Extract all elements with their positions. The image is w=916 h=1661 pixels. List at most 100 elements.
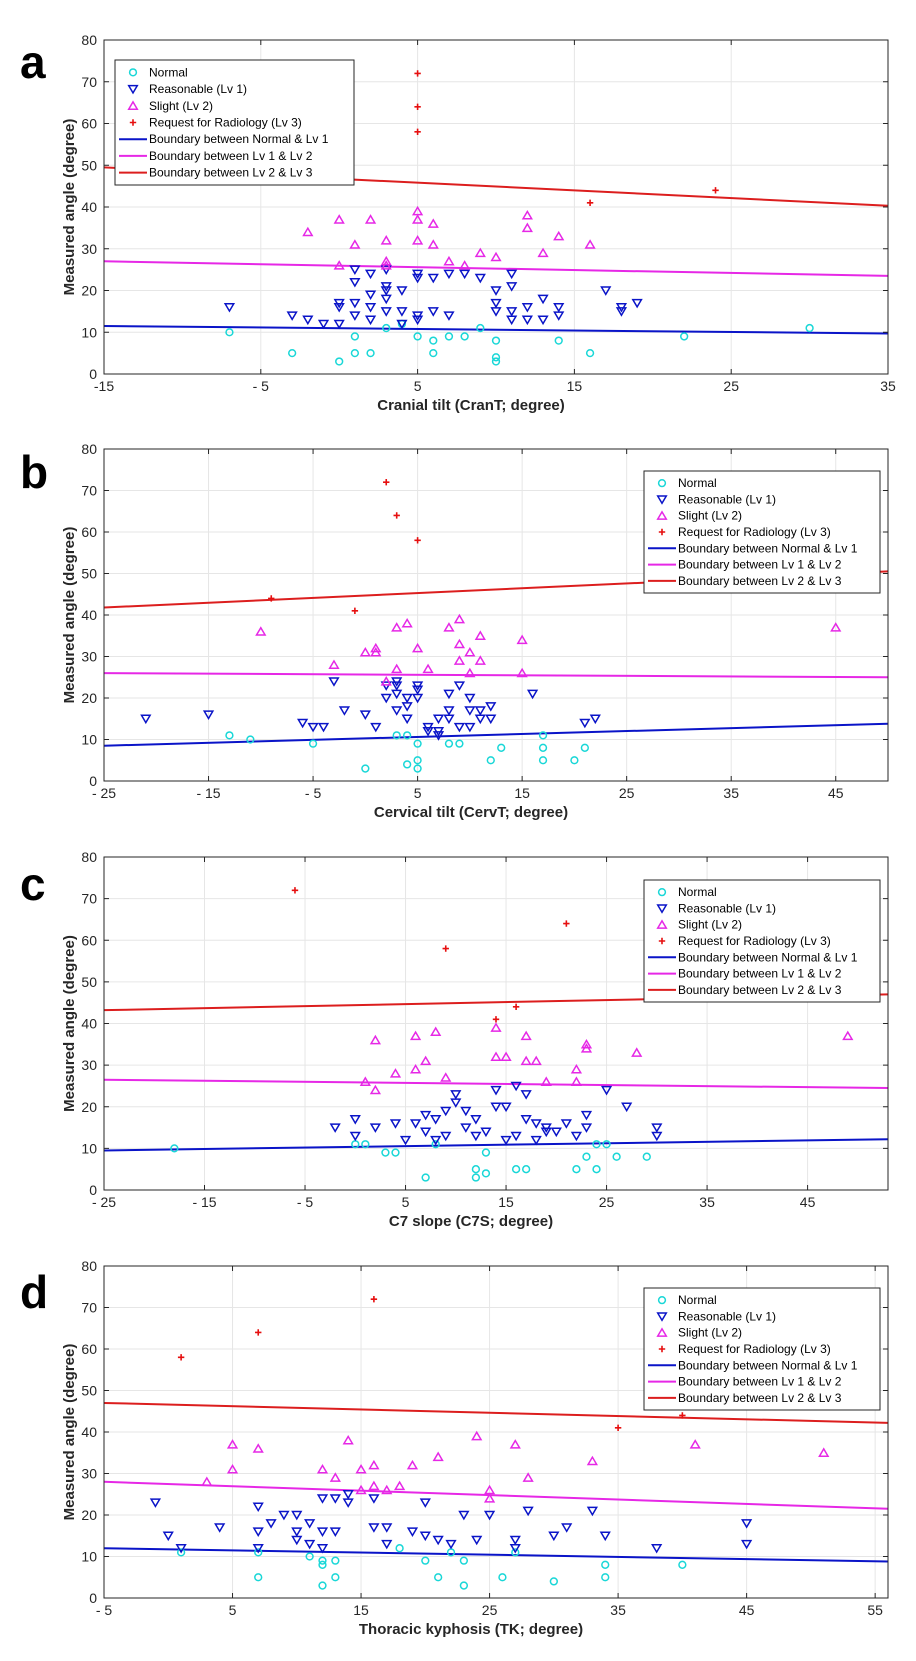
data-point [464,706,476,716]
data-point [471,1173,481,1182]
data-point [458,1510,470,1521]
data-point [540,1123,552,1133]
y-tick-label: 0 [89,366,97,382]
data-point [226,1439,239,1449]
legend-entry: Normal [678,476,717,490]
x-tick-label: 25 [482,1602,498,1618]
legend-entry: Normal [678,885,717,899]
data-point [391,681,403,691]
data-point [589,714,601,725]
data-point [651,1131,663,1142]
series-3 [255,613,842,686]
legend-entry: Slight (Lv 2) [678,918,742,932]
legend: Normal Reasonable (Lv 1) Slight (Lv 2) Requ… [643,1287,881,1411]
legend-marker [127,84,139,95]
y-tick-label: 40 [81,607,97,623]
x-tick-label: 45 [800,1194,816,1210]
data-point [460,1106,472,1117]
data-point [342,1434,354,1445]
data-point [549,1577,558,1586]
data-point [563,920,570,927]
y-axis-label: Measured angle (degree) [61,119,78,296]
data-point [490,286,502,296]
data-point [453,613,466,624]
data-point [464,667,476,678]
data-point [818,1447,830,1457]
data-point [491,357,501,366]
data-point [453,638,466,649]
data-point [316,1527,329,1537]
data-point [540,1076,552,1086]
data-point [355,1484,367,1495]
series-1 [225,731,590,773]
data-point [553,303,565,313]
data-point [500,1102,512,1113]
data-point [361,764,370,773]
data-point [368,1480,380,1491]
legend-marker [128,68,138,77]
boundary-line-2 [103,1078,889,1090]
panel-letter: d [20,1266,48,1318]
data-point [445,1539,457,1550]
data-point [176,1548,186,1557]
legend-marker [657,478,667,488]
data-point [509,1535,521,1546]
y-tick-label: 40 [81,1424,97,1440]
legend-box [643,879,881,1003]
data-point [582,1152,591,1161]
legend-box [643,1287,881,1411]
data-point [381,1484,393,1495]
data-point [584,239,596,249]
legend-entry: Boundary between Normal & Lv 1 [149,132,329,146]
data-point [459,1556,469,1565]
boundary-line-3 [103,1401,889,1424]
data-point [521,303,533,313]
data-point [580,1110,593,1121]
data-point [380,282,392,292]
y-tick-label: 20 [81,1099,97,1115]
x-tick-label: - 25 [92,1194,116,1210]
x-axis-label: Cervical tilt (CervT; degree) [374,804,568,821]
legend-marker [658,1345,666,1353]
series-1 [176,1544,687,1590]
data-point [329,1123,341,1133]
data-point [380,255,392,266]
legend-marker [657,1295,667,1305]
x-tick-label: 5 [414,378,422,394]
data-point [432,1451,444,1462]
data-point [506,282,518,292]
data-point [443,714,455,725]
data-point [600,286,612,296]
data-point [443,311,455,321]
x-tick-label: - 15 [192,1194,216,1210]
data-point [225,328,234,337]
data-point [550,1127,562,1138]
x-tick-label: 25 [723,378,739,394]
data-point [521,210,533,220]
data-point [459,269,471,280]
data-point [429,336,438,345]
data-point [399,1135,412,1146]
legend-entry: Boundary between Lv 2 & Lv 3 [149,166,313,180]
x-tick-label: - 5 [96,1602,113,1618]
data-point [516,667,528,678]
data-point [432,1535,444,1546]
data-point [601,1560,610,1569]
data-point [380,265,392,275]
y-axis-label: Measured angle (degree) [61,935,78,1112]
data-point [537,315,549,326]
legend-marker [658,528,666,536]
data-point [585,348,595,358]
data-point [679,1412,686,1419]
legend: Normal Reasonable (Lv 1) Slight (Lv 2) Requ… [114,59,355,186]
data-point [246,735,255,744]
data-point [516,634,528,645]
data-point [333,214,345,224]
data-point [553,230,565,241]
legend-entry: Boundary between Normal & Lv 1 [678,541,858,555]
data-point [538,743,548,752]
data-point [391,1148,400,1157]
series-1 [225,319,814,366]
series-3 [201,1430,830,1503]
data-point [453,681,466,691]
